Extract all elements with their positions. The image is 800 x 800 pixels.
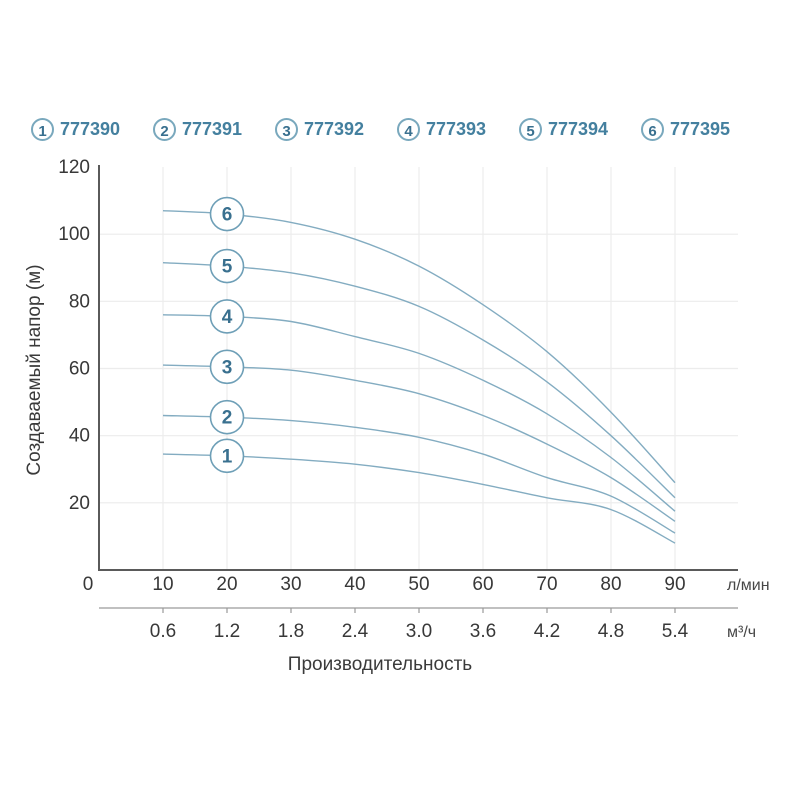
x-tick-label-secondary: 3.0 bbox=[406, 621, 432, 642]
series-number-badge: 6 bbox=[641, 118, 664, 141]
curve-777392 bbox=[162, 364, 676, 522]
x-tick-label-secondary: 5.4 bbox=[662, 621, 689, 642]
x-tick-label-secondary: 1.2 bbox=[214, 621, 240, 642]
x-tick-label: 90 bbox=[664, 574, 685, 595]
x-tick-label-secondary: 0.6 bbox=[150, 621, 176, 642]
curve-badge-circle-1 bbox=[209, 438, 245, 474]
curve-badge-circle-5 bbox=[209, 248, 245, 284]
x-unit-secondary-label: м³/ч bbox=[727, 624, 756, 641]
curve-777390 bbox=[162, 453, 676, 544]
x-tick-label-secondary: 1.8 bbox=[278, 621, 304, 642]
curve-777394 bbox=[162, 262, 676, 499]
product-code: 777391 bbox=[182, 119, 243, 139]
x-tick-label: 60 bbox=[472, 574, 493, 595]
legend-item-777394: 5 777394 bbox=[519, 118, 641, 141]
curve-777395 bbox=[162, 210, 676, 484]
y-axis-title: Создаваемый напор (м) bbox=[24, 264, 45, 475]
y-tick-label: 60 bbox=[69, 359, 90, 380]
x-tick-label: 30 bbox=[280, 574, 301, 595]
y-tick-label: 120 bbox=[58, 157, 90, 178]
curve-badge-circle-6 bbox=[209, 196, 245, 232]
tick-labels: 0 10 20 30 40 50 60 70 80 90 0.6 1.2 1.8 2.4 3.0 3.6 4.2… bbox=[58, 157, 688, 642]
x-tick-label-secondary: 4.2 bbox=[534, 621, 560, 642]
curve-badge-circle-4 bbox=[209, 299, 245, 334]
y-tick-label: 20 bbox=[69, 493, 90, 514]
x-tick-label: 50 bbox=[408, 574, 429, 595]
x-unit-primary-label: л/мин bbox=[727, 577, 770, 594]
y-tick-label: 100 bbox=[58, 224, 90, 245]
curve-badge-circle-3 bbox=[209, 349, 245, 385]
curve-badge-number-3: 3 bbox=[222, 357, 233, 378]
legend-item-777392: 3 777392 bbox=[275, 118, 397, 141]
curve-badge-number-6: 6 bbox=[222, 205, 233, 226]
legend-item-777393: 4 777393 bbox=[397, 118, 519, 141]
legend-item-777390: 1 777390 bbox=[31, 118, 153, 141]
curve-badge-number-2: 2 bbox=[222, 408, 233, 429]
x-tick-label: 80 bbox=[600, 574, 621, 595]
x-tick-label: 70 bbox=[536, 574, 557, 595]
legend: 1 777390 2 777391 3 777392 4 777393 5 777394 6 7773… bbox=[0, 118, 800, 141]
x-axis-title: Производительность bbox=[288, 654, 473, 675]
curve-777393 bbox=[162, 314, 676, 512]
curve-badge-circle-2 bbox=[209, 399, 245, 435]
series-number-badge: 2 bbox=[153, 118, 176, 141]
curve-badge-number-4: 4 bbox=[222, 307, 233, 328]
curve-777391 bbox=[162, 414, 676, 534]
series-number-badge: 4 bbox=[397, 118, 420, 141]
series-number-badge: 5 bbox=[519, 118, 542, 141]
x-tick-label: 20 bbox=[216, 574, 237, 595]
curves bbox=[162, 210, 676, 544]
x-tick-label-secondary: 3.6 bbox=[470, 621, 496, 642]
curve-badge-number-5: 5 bbox=[222, 257, 233, 278]
product-code: 777393 bbox=[426, 119, 487, 139]
product-code: 777394 bbox=[548, 119, 609, 139]
legend-item-777395: 6 777395 bbox=[641, 118, 763, 141]
y-tick-label: 40 bbox=[69, 426, 90, 447]
gridlines bbox=[100, 167, 738, 569]
series-number-badge: 3 bbox=[275, 118, 298, 141]
x-tick-label: 40 bbox=[344, 574, 365, 595]
x-tick-label: 10 bbox=[152, 574, 173, 595]
series-number-badge: 1 bbox=[31, 118, 54, 141]
curve-badge-number-1: 1 bbox=[222, 446, 233, 467]
curve-number-badges: 1 2 3 4 5 6 bbox=[209, 196, 245, 474]
x-tick-label-secondary: 2.4 bbox=[342, 621, 369, 642]
legend-item-777391: 2 777391 bbox=[153, 118, 275, 141]
product-code: 777395 bbox=[670, 119, 731, 139]
x-tick-label-secondary: 4.8 bbox=[598, 621, 624, 642]
product-code: 777390 bbox=[60, 119, 121, 139]
y-tick-label: 80 bbox=[69, 291, 90, 312]
product-code: 777392 bbox=[304, 119, 365, 139]
axes bbox=[98, 165, 738, 613]
x-tick-label: 0 bbox=[83, 574, 94, 595]
